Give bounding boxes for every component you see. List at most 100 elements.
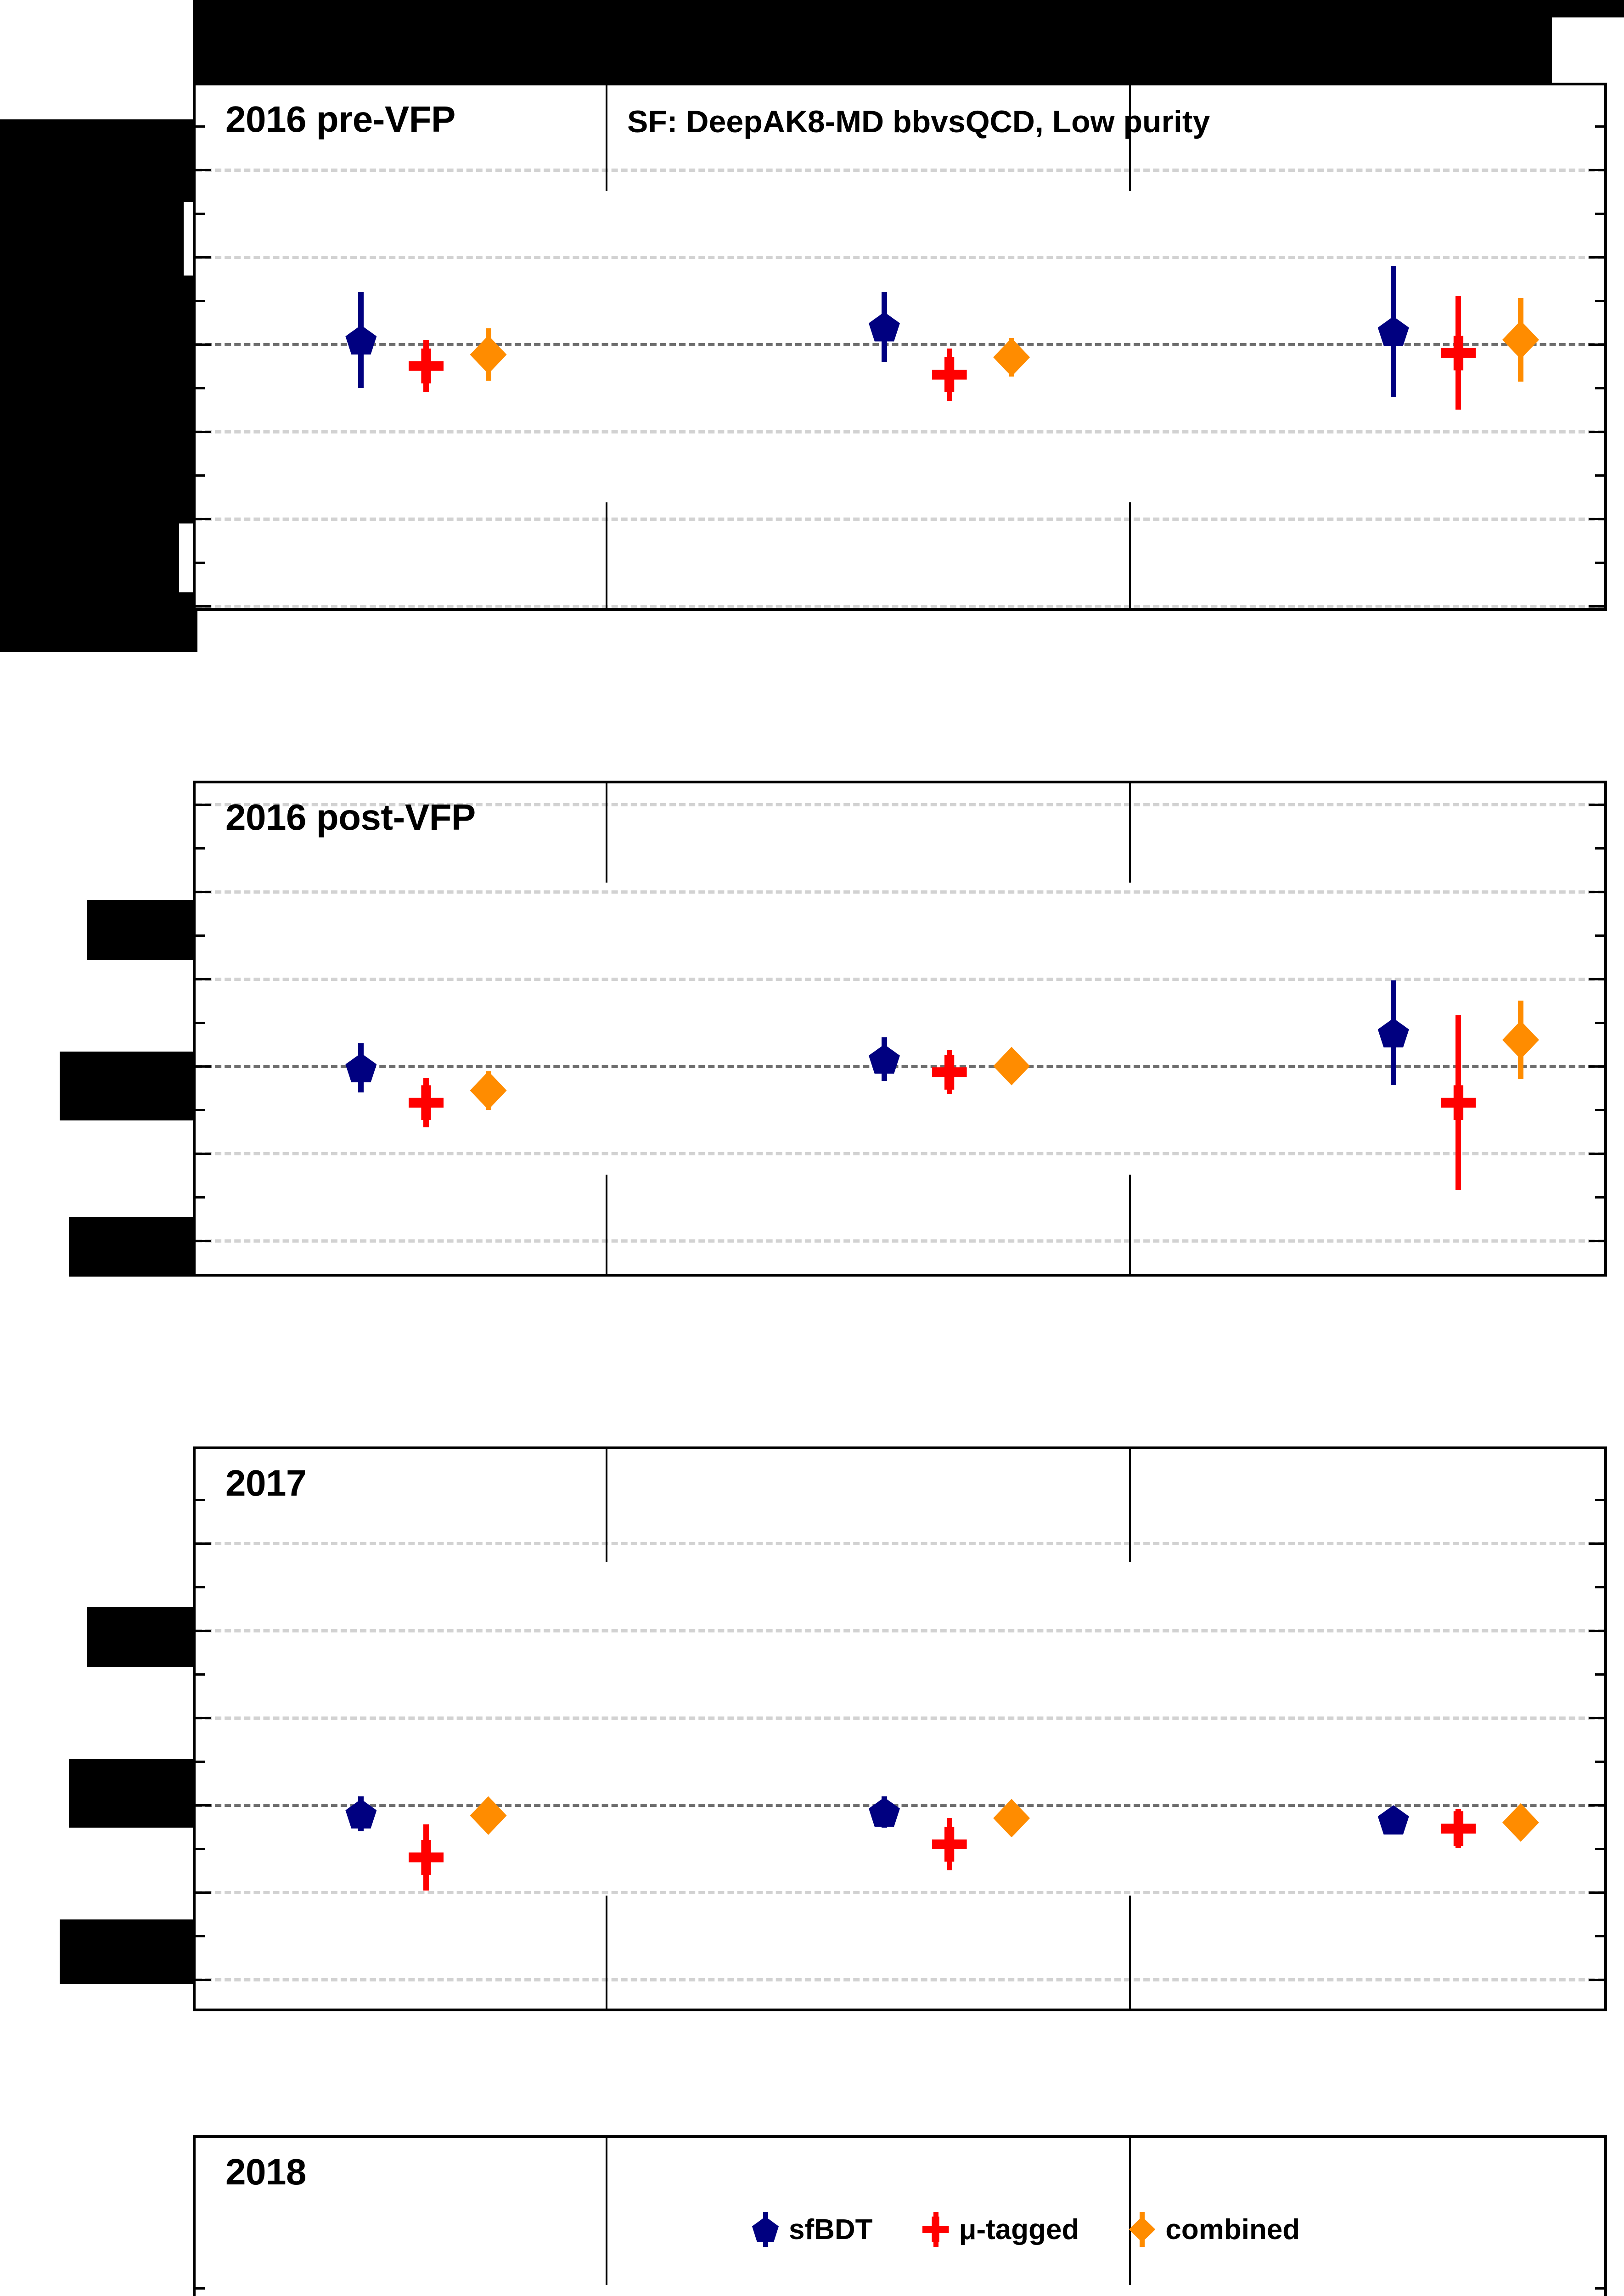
marker-mu-tagged xyxy=(1441,1085,1476,1120)
y-axis-tick xyxy=(196,474,205,477)
gridline xyxy=(196,977,1604,981)
plot-area xyxy=(196,2138,1604,2296)
legend-label: combined xyxy=(1165,2213,1300,2245)
marker-sfbdt xyxy=(868,312,900,342)
legend-item-tagged: μ-tagged xyxy=(922,2210,1079,2249)
y-axis-tick xyxy=(1595,847,1604,850)
redaction-block xyxy=(0,592,197,652)
legend-item-sfbdt: sfBDT xyxy=(752,2210,873,2249)
legend-swatch-diamond-icon xyxy=(1129,2210,1156,2249)
y-axis-tick xyxy=(196,125,205,128)
redaction-block xyxy=(0,276,202,354)
y-axis-tick xyxy=(1589,1542,1604,1545)
y-axis-tick xyxy=(1589,1716,1604,1719)
sf-description: SF: DeepAK8-MD bbvsQCD, Low purity xyxy=(627,104,1210,139)
y-axis-tick xyxy=(1589,169,1604,171)
marker-sfbdt xyxy=(1377,316,1409,346)
panel-title: 2016 pre-VFP xyxy=(225,99,455,140)
y-axis-tick xyxy=(1595,1109,1604,1111)
y-axis-tick xyxy=(196,605,211,608)
plot-panel-2016-pre-vfp: 2016 pre-VFP SF: DeepAK8-MD bbvsQCD, Low … xyxy=(193,83,1607,611)
y-axis-tick xyxy=(196,1760,205,1763)
redaction-block xyxy=(0,354,197,450)
y-axis-tick xyxy=(196,890,211,893)
bin-separator xyxy=(1129,502,1131,608)
y-axis-tick xyxy=(196,299,205,302)
y-axis-tick xyxy=(1595,1847,1604,1850)
y-axis-tick xyxy=(196,1804,211,1806)
panel-title: 2018 xyxy=(225,2151,306,2192)
y-axis-tick xyxy=(1595,1935,1604,1937)
y-axis-tick xyxy=(1589,256,1604,259)
bin-separator xyxy=(1129,1175,1131,1274)
reference-line-sf1 xyxy=(196,343,1604,346)
y-axis-tick xyxy=(196,2287,205,2290)
y-axis-tick xyxy=(1589,343,1604,346)
plot-area xyxy=(196,783,1604,1274)
redaction-block xyxy=(60,1919,202,1984)
legend-marker-icon xyxy=(1129,2217,1156,2242)
marker-sfbdt xyxy=(868,1797,900,1827)
legend-swatch-cross-icon xyxy=(922,2210,949,2249)
y-axis-tick xyxy=(196,1673,205,1676)
y-axis-tick xyxy=(196,1239,211,1242)
plot-area xyxy=(196,85,1604,608)
y-axis-tick xyxy=(1595,125,1604,128)
gridline xyxy=(196,1239,1604,1243)
bin-separator xyxy=(606,1175,608,1274)
y-axis-tick xyxy=(1595,561,1604,564)
y-axis-tick xyxy=(196,561,205,564)
gridline xyxy=(196,890,1604,894)
y-axis-tick xyxy=(1595,1021,1604,1024)
y-axis-tick xyxy=(196,847,205,850)
y-axis-tick xyxy=(196,343,211,346)
gridline xyxy=(196,1152,1604,1155)
marker-mu-tagged xyxy=(1441,335,1476,371)
bin-separator xyxy=(606,783,608,883)
gridline xyxy=(196,1716,1604,1720)
redaction-block xyxy=(87,1607,202,1667)
redaction-block xyxy=(0,450,193,523)
bin-separator xyxy=(606,1896,608,2009)
bin-separator xyxy=(1129,85,1131,191)
gridline xyxy=(196,1891,1604,1894)
bin-separator xyxy=(1129,2138,1131,2285)
y-axis-tick xyxy=(196,978,211,980)
marker-sfbdt xyxy=(345,1053,377,1083)
marker-mu-tagged xyxy=(932,357,967,392)
marker-combined xyxy=(1502,321,1539,359)
bin-separator xyxy=(606,2138,608,2285)
y-axis-tick xyxy=(1589,1978,1604,1981)
reference-line-sf1 xyxy=(196,1803,1604,1807)
y-axis-tick xyxy=(196,1109,205,1111)
y-axis-tick xyxy=(196,1847,205,1850)
y-axis-tick xyxy=(196,1542,211,1545)
y-axis-tick xyxy=(196,1935,205,1937)
y-axis-tick xyxy=(1595,1196,1604,1199)
gridline xyxy=(196,255,1604,259)
y-axis-tick xyxy=(1595,1760,1604,1763)
plot-panel-2016-post-vfp: 2016 post-VFP xyxy=(193,781,1607,1277)
y-axis-tick xyxy=(1595,934,1604,937)
legend-swatch-pentagon-icon xyxy=(752,2210,779,2249)
y-axis-tick xyxy=(1589,1065,1604,1068)
redaction-block xyxy=(69,1759,202,1828)
bin-separator xyxy=(606,1449,608,1562)
y-axis-tick xyxy=(196,212,205,215)
y-axis-tick xyxy=(196,1498,205,1501)
legend-marker-icon xyxy=(752,2217,779,2242)
y-axis-tick xyxy=(1595,1673,1604,1676)
legend-marker-icon xyxy=(922,2217,949,2242)
marker-combined xyxy=(470,1796,507,1835)
y-axis-tick xyxy=(196,256,211,259)
y-axis-tick xyxy=(196,1891,211,1894)
y-axis-tick xyxy=(1595,212,1604,215)
redaction-block xyxy=(0,523,179,592)
y-axis-tick xyxy=(1589,1239,1604,1242)
gridline xyxy=(196,604,1604,608)
y-axis-tick xyxy=(196,1065,211,1068)
gridline xyxy=(196,430,1604,433)
marker-combined xyxy=(470,1071,507,1110)
plot-area xyxy=(196,1449,1604,2009)
